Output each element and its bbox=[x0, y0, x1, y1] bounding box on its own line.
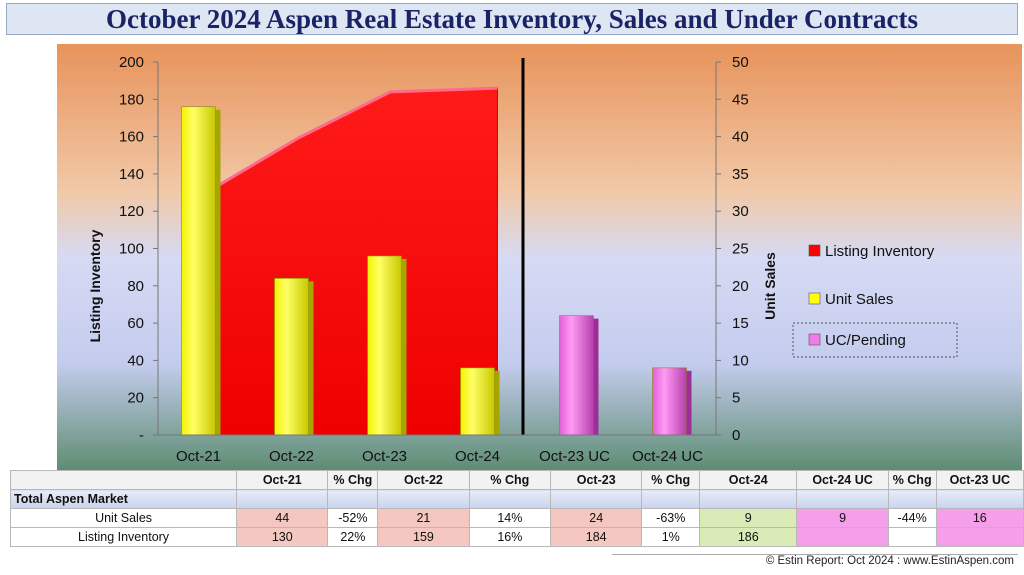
uc-bar bbox=[559, 315, 594, 436]
table-cell: 9 bbox=[699, 508, 798, 528]
table-cell: 130 bbox=[236, 527, 329, 547]
table-header-cell: % Chg bbox=[887, 470, 937, 490]
unit-sales-bar bbox=[181, 106, 216, 436]
x-tick-label: Oct-22 bbox=[269, 448, 314, 465]
right-tick-label: 40 bbox=[732, 129, 749, 146]
left-tick-label: 80 bbox=[127, 278, 144, 295]
data-table: Oct-21% Chg Oct-22% Chg Oct-23% Chg Oct-24 O… bbox=[9, 470, 1024, 547]
right-tick-label: 35 bbox=[732, 166, 749, 183]
copyright: © Estin Report: Oct 2024 : www.EstinAspe… bbox=[612, 554, 1018, 571]
right-tick-label: 45 bbox=[732, 91, 749, 108]
chart-area: 200 180 160 140 120 100 80 60 40 20-50 45 40 35 30 25 2… bbox=[0, 38, 1024, 470]
table-header-cell: Oct-23 UC bbox=[935, 470, 1024, 490]
table-cell: -63% bbox=[641, 508, 701, 528]
table-cell: 16 bbox=[935, 508, 1024, 528]
right-tick-label: 25 bbox=[732, 241, 749, 258]
table-header-cell: % Chg bbox=[641, 470, 701, 490]
table-cell: 184 bbox=[550, 527, 643, 547]
row-label: Unit Sales bbox=[9, 508, 238, 528]
table-cell bbox=[796, 527, 889, 547]
bar-side bbox=[401, 258, 407, 435]
table-cell: -44% bbox=[887, 508, 937, 528]
table-header-cell bbox=[9, 470, 238, 490]
right-tick-label: 0 bbox=[732, 427, 740, 444]
table-header-row: Oct-21% Chg Oct-22% Chg Oct-23% Chg Oct-24 O… bbox=[9, 470, 1024, 490]
table-row: Listing Inventory 130 22% 159 16% 184 1% 186 bbox=[9, 527, 1024, 547]
table-cell: 159 bbox=[377, 527, 470, 547]
right-axis-title: Unit Sales bbox=[762, 252, 778, 320]
table-header-cell: Oct-24 bbox=[699, 470, 798, 490]
right-tick-label: 5 bbox=[732, 390, 740, 407]
table-cell: 16% bbox=[468, 527, 552, 547]
table-cell bbox=[887, 527, 937, 547]
table-header-cell: Oct-22 bbox=[377, 470, 470, 490]
table-header-cell: Oct-23 bbox=[550, 470, 643, 490]
left-axis-title: Listing Inventory bbox=[87, 229, 103, 342]
legend-swatch bbox=[808, 333, 821, 346]
right-tick-label: 10 bbox=[732, 352, 749, 369]
unit-sales-bar bbox=[460, 367, 495, 436]
left-tick-label: 180 bbox=[119, 91, 144, 108]
legend-label: Unit Sales bbox=[825, 291, 893, 308]
unit-sales-bar bbox=[274, 278, 309, 436]
left-tick-label: 60 bbox=[127, 315, 144, 332]
table-cell: 44 bbox=[236, 508, 329, 528]
left-tick-label: 200 bbox=[119, 54, 144, 71]
right-tick-label: 20 bbox=[732, 278, 749, 295]
left-tick-label: - bbox=[139, 427, 144, 444]
right-tick-label: 50 bbox=[732, 54, 749, 71]
x-tick-label: Oct-24 UC bbox=[632, 448, 703, 465]
bar-side bbox=[494, 370, 500, 435]
table-cell: 21 bbox=[377, 508, 470, 528]
table-cell: 9 bbox=[796, 508, 889, 528]
unit-sales-bar bbox=[367, 255, 402, 436]
page-title: October 2024 Aspen Real Estate Inventory… bbox=[105, 3, 918, 34]
legend-box bbox=[792, 322, 958, 358]
bar-side bbox=[215, 109, 221, 435]
uc-bar bbox=[652, 367, 687, 436]
table-row: Unit Sales 44 -52% 21 14% 24 -63% 9 9 -44% 16 bbox=[9, 508, 1024, 528]
table-cell: 1% bbox=[641, 527, 701, 547]
left-tick-label: 160 bbox=[119, 129, 144, 146]
left-tick-label: 40 bbox=[127, 352, 144, 369]
title-bar: October 2024 Aspen Real Estate Inventory… bbox=[6, 3, 1018, 35]
table-header-cell: % Chg bbox=[468, 470, 552, 490]
row-label: Listing Inventory bbox=[9, 527, 238, 547]
x-tick-label: Oct-23 bbox=[362, 448, 407, 465]
table-cell: -52% bbox=[327, 508, 379, 528]
table-cell: 14% bbox=[468, 508, 552, 528]
table-header-cell: Oct-24 UC bbox=[796, 470, 889, 490]
table-header-cell: % Chg bbox=[327, 470, 379, 490]
legend-label: Listing Inventory bbox=[825, 243, 935, 260]
table-cell: 186 bbox=[699, 527, 798, 547]
x-tick-label: Oct-21 bbox=[176, 448, 221, 465]
table-cell: 24 bbox=[550, 508, 643, 528]
legend-swatch bbox=[808, 244, 821, 257]
legend-label: UC/Pending bbox=[825, 332, 906, 349]
left-tick-label: 120 bbox=[119, 203, 144, 220]
left-tick-label: 100 bbox=[119, 241, 144, 258]
section-label: Total Aspen Market bbox=[9, 489, 238, 509]
table-cell: 22% bbox=[327, 527, 379, 547]
x-tick-label: Oct-23 UC bbox=[539, 448, 610, 465]
combo-chart: 20018016014012010080604020-5045403530252… bbox=[57, 44, 1022, 470]
left-tick-label: 140 bbox=[119, 166, 144, 183]
bar-side bbox=[686, 370, 692, 435]
right-tick-label: 15 bbox=[732, 315, 749, 332]
table-section-row: Total Aspen Market bbox=[9, 489, 1024, 509]
right-tick-label: 30 bbox=[732, 203, 749, 220]
bar-side bbox=[308, 281, 314, 435]
bar-side bbox=[593, 318, 599, 435]
legend-swatch bbox=[808, 292, 821, 305]
x-tick-label: Oct-24 bbox=[455, 448, 500, 465]
area-top-edge bbox=[205, 86, 498, 194]
left-tick-label: 20 bbox=[127, 390, 144, 407]
table-header-cell: Oct-21 bbox=[236, 470, 329, 490]
table-cell bbox=[935, 527, 1024, 547]
